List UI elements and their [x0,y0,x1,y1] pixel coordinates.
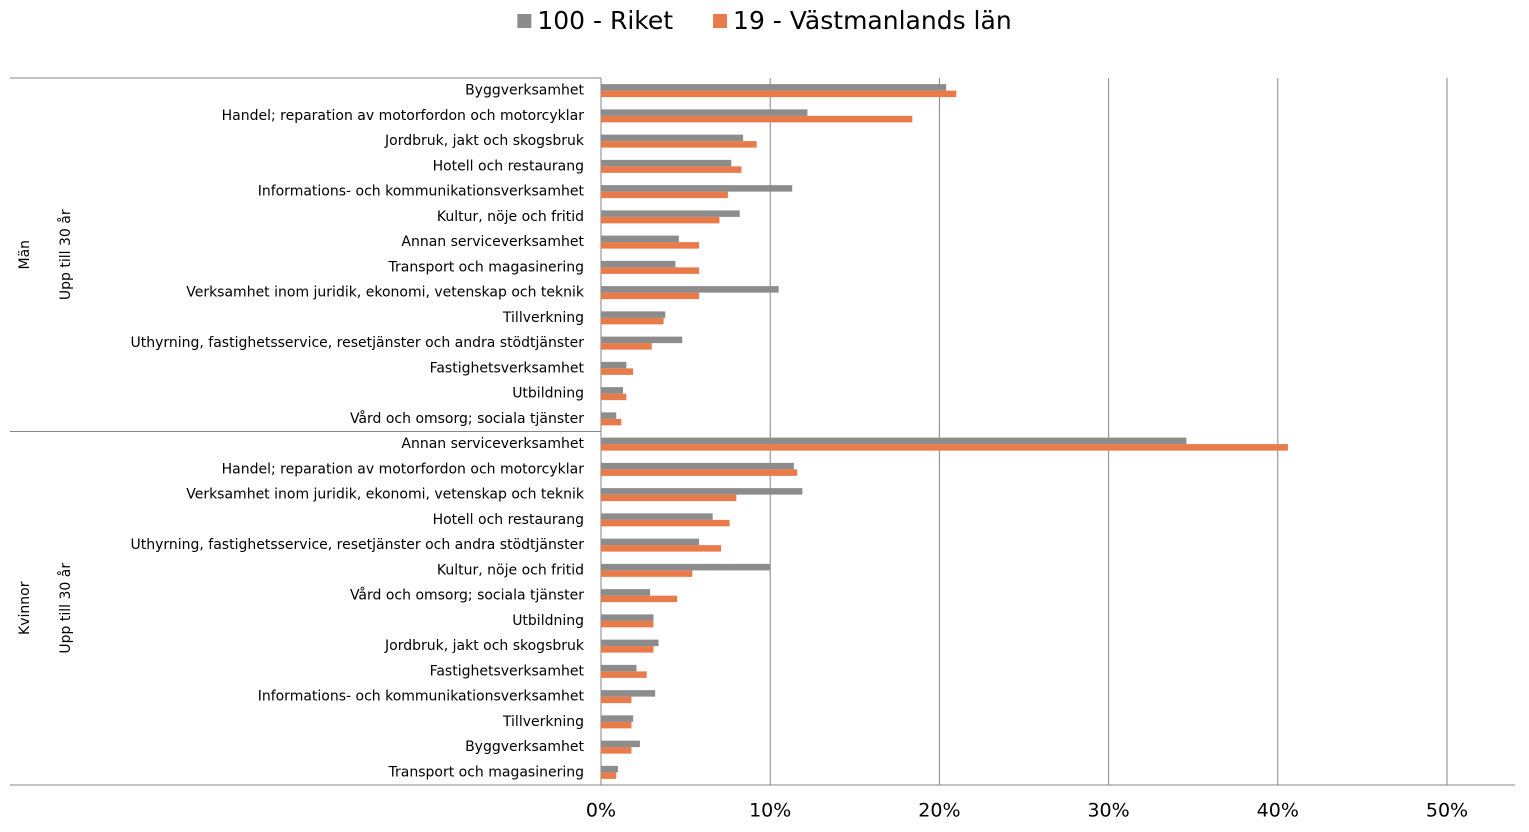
bar [601,772,617,779]
bar [601,84,947,91]
category-label: Fastighetsverksamhet [430,360,585,376]
x-tick-label: 50% [1426,800,1468,822]
bar [601,538,700,546]
bar [601,286,779,293]
group-label: Kvinnor [17,581,33,635]
bar [601,115,913,123]
category-label: Utbildning [512,386,584,402]
bar [601,191,728,199]
bar [601,595,678,603]
x-tick-label: 20% [918,800,960,822]
bar [601,671,647,678]
bar [601,696,632,704]
bar [601,646,654,653]
category-label: Hotell och restaurang [433,512,584,528]
x-tick-label: 30% [1087,800,1129,822]
bar [601,469,798,476]
category-label: Handel; reparation av motorfordon och mo… [222,108,585,124]
category-label: Informations- och kommunikationsverksamh… [258,184,585,200]
category-label: Handel; reparation av motorfordon och mo… [222,461,585,477]
bar [601,387,623,394]
group-label: Män [17,240,33,270]
category-label: Tillverkning [502,310,584,326]
bar [601,418,622,426]
category-label: Uthyrning, fastighetsservice, resetjänst… [130,335,584,351]
category-label: Verksamhet inom juridik, ekonomi, vetens… [186,285,585,301]
category-label: Kultur, nöje och fritid [437,209,584,225]
bar [601,614,654,621]
bar [601,134,744,142]
bar [601,563,771,571]
subgroup-label: Upp till 30 år [57,563,74,654]
category-label: Jordbruk, jakt och skogsbruk [384,133,585,149]
bar [601,715,634,722]
bar [601,620,654,628]
bar [601,494,737,502]
category-label: Informations- och kommunikationsverksamh… [258,689,585,705]
bar [601,336,683,344]
bar [601,437,1187,445]
bar [601,185,793,192]
bar [601,513,713,520]
category-label: Fastighetsverksamhet [430,663,585,679]
category-label: Transport och magasinering [388,764,585,780]
bar [601,311,666,318]
bar [601,109,808,116]
bar [601,488,803,495]
bar [601,292,700,300]
bar [601,166,742,173]
legend-label: 19 - Västmanlands län [733,6,1012,35]
bar [601,664,637,672]
bar [601,159,732,167]
bar [601,343,652,350]
category-label: Utbildning [512,613,584,629]
bar [601,361,627,369]
bar [601,690,656,697]
bar [601,747,632,754]
category-label: Annan serviceverksamhet [401,436,584,452]
category-label: Uthyrning, fastighetsservice, resetjänst… [130,537,584,553]
bar [601,765,618,773]
category-label: Jordbruk, jakt och skogsbruk [384,638,585,654]
bar [601,639,659,647]
x-tick-label: 40% [1257,800,1299,822]
bar [601,519,730,527]
bar [601,235,679,243]
legend-label: 100 - Riket [537,6,673,35]
bar [601,545,722,552]
category-label: Hotell och restaurang [433,158,584,174]
bar [601,721,632,729]
legend-swatch [713,14,728,28]
bar [601,267,700,274]
bar [601,368,634,375]
category-label: Byggverksamhet [465,83,584,99]
bar [601,216,720,224]
bar [601,210,740,217]
bar [601,412,617,419]
bar [601,242,700,249]
category-label: Verksamhet inom juridik, ekonomi, vetens… [186,487,585,503]
bar [601,462,794,470]
category-label: Tillverkning [502,714,584,730]
category-label: Byggverksamhet [465,739,584,755]
category-label: Transport och magasinering [388,259,585,275]
subgroup-label: Upp till 30 år [57,209,74,300]
category-label: Annan serviceverksamhet [401,234,584,250]
bar [601,90,957,98]
bar [601,589,651,596]
bar [601,141,757,148]
bar [601,260,676,268]
bar [601,444,1288,451]
x-tick-label: 10% [749,800,791,822]
category-label: Vård och omsorg; sociala tjänster [350,410,584,427]
bar [601,393,627,401]
bar [601,740,640,748]
category-label: Kultur, nöje och fritid [437,562,584,578]
category-label: Vård och omsorg; sociala tjänster [350,587,584,604]
bar [601,317,664,325]
x-tick-label: 0% [586,800,616,822]
legend-swatch [517,14,532,28]
bar [601,570,693,577]
